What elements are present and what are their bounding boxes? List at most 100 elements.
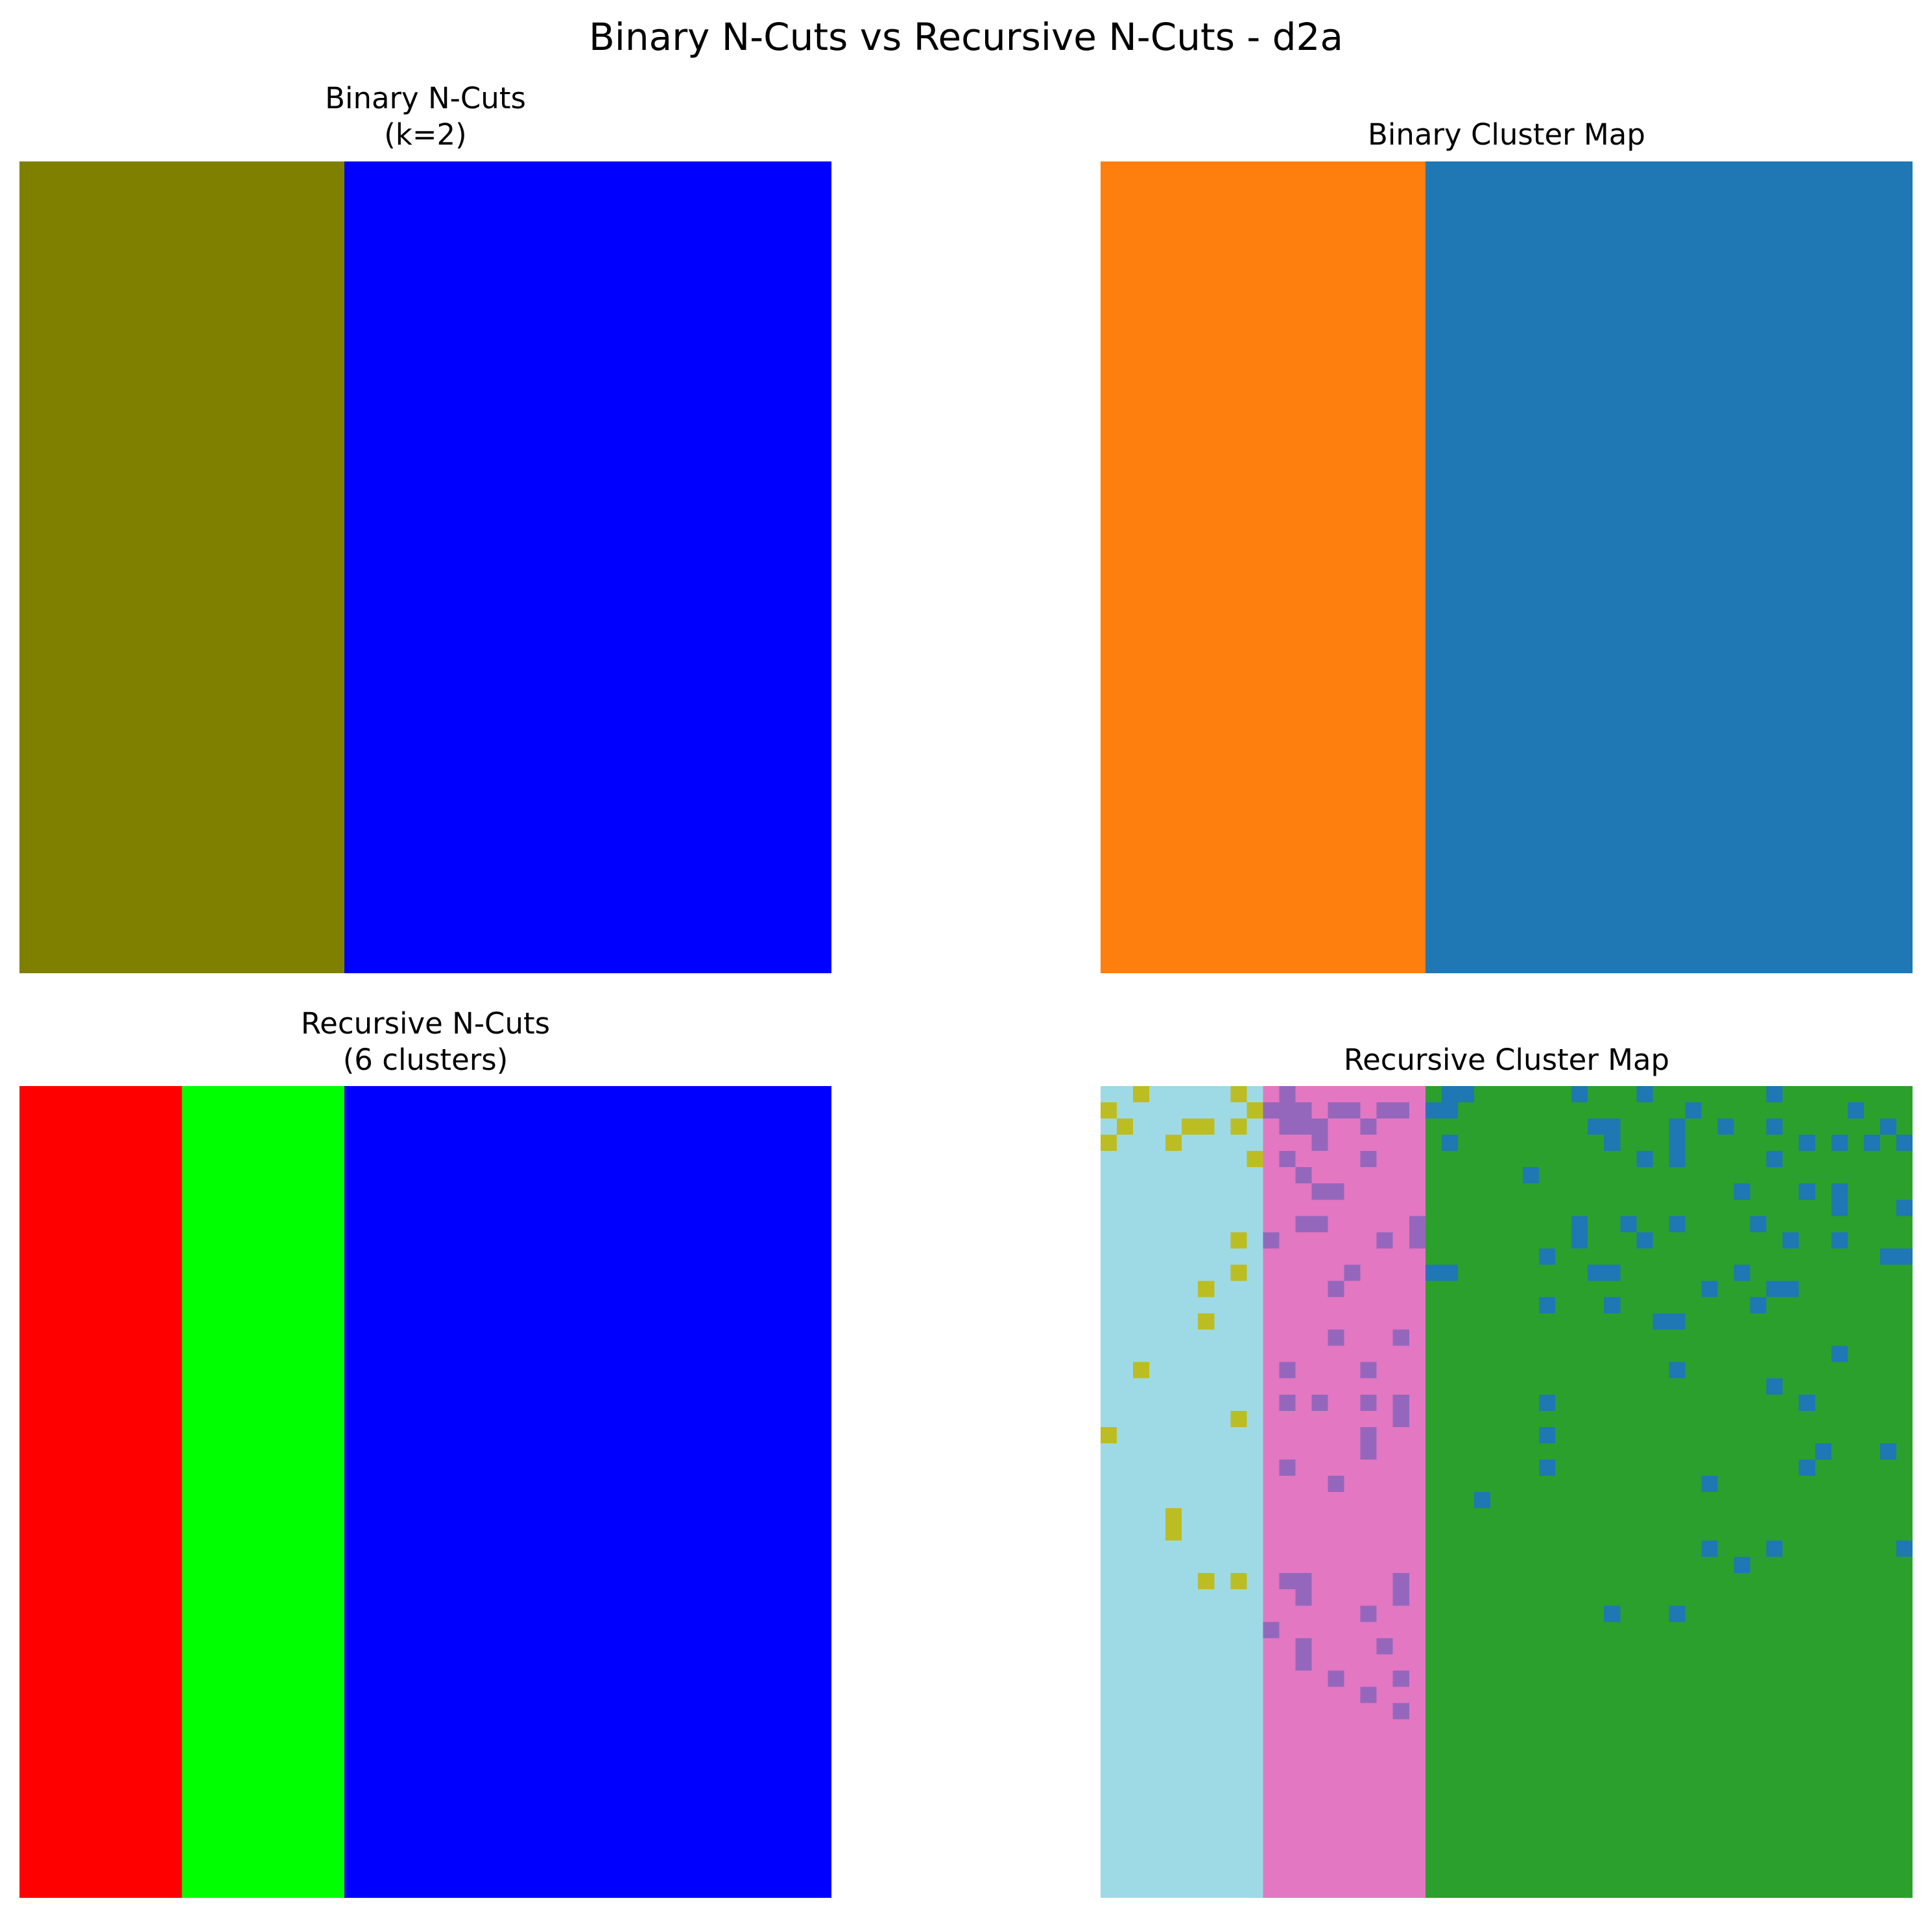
speckle-cell-middle — [1360, 1394, 1377, 1411]
speckle-cell-right — [1571, 1232, 1588, 1249]
speckle-cell-right — [1636, 1232, 1653, 1249]
speckle-cell-left — [1198, 1573, 1215, 1590]
panel-title-line1: Binary N-Cuts — [325, 81, 526, 115]
speckle-cell-right — [1669, 1135, 1686, 1152]
speckle-cell-middle — [1328, 1475, 1344, 1492]
speckle-cell-middle — [1360, 1362, 1377, 1378]
speckle-cell-right — [1734, 1264, 1750, 1281]
speckle-cell-middle — [1376, 1102, 1393, 1119]
speckle-cell-middle — [1295, 1654, 1312, 1671]
speckle-cell-middle — [1295, 1573, 1312, 1590]
speckle-cell-right — [1604, 1264, 1621, 1281]
speckle-cell-right — [1798, 1183, 1815, 1200]
panel-title-line1: Recursive N-Cuts — [300, 1006, 551, 1041]
speckle-cell-middle — [1328, 1102, 1344, 1119]
speckle-cell-right — [1766, 1086, 1783, 1103]
speckle-cell-right — [1571, 1086, 1588, 1103]
speckle-cell-middle — [1344, 1264, 1361, 1281]
speckle-cell-middle — [1263, 1102, 1280, 1119]
speckle-cell-middle — [1295, 1638, 1312, 1655]
speckle-cell-right — [1798, 1394, 1815, 1411]
cluster-band-2 — [182, 1086, 344, 1898]
speckle-cell-middle — [1360, 1605, 1377, 1622]
speckle-cell-middle — [1392, 1670, 1409, 1687]
speckle-cell-right — [1782, 1232, 1799, 1249]
speckle-cell-middle — [1279, 1151, 1296, 1168]
panel-title-line2: (k=2) — [384, 117, 467, 152]
speckle-cell-right — [1457, 1086, 1474, 1103]
speckle-cell-right — [1669, 1151, 1686, 1168]
speckle-cell-right — [1604, 1605, 1621, 1622]
speckle-cell-left — [1198, 1118, 1215, 1135]
speckle-cell-right — [1701, 1541, 1718, 1557]
speckle-cell-middle — [1344, 1102, 1361, 1119]
speckle-cell-right — [1473, 1492, 1490, 1509]
speckle-cell-middle — [1360, 1686, 1377, 1703]
speckle-cell-middle — [1311, 1135, 1328, 1152]
speckle-cell-middle — [1279, 1573, 1296, 1590]
speckle-cell-left — [1246, 1151, 1263, 1168]
speckle-cell-middle — [1328, 1183, 1344, 1200]
speckle-cell-middle — [1409, 1216, 1425, 1233]
speckle-cell-middle — [1360, 1151, 1377, 1168]
speckle-cell-right — [1798, 1459, 1815, 1476]
speckle-cell-right — [1766, 1378, 1783, 1395]
speckle-cell-right — [1847, 1102, 1864, 1119]
speckle-cell-right — [1831, 1200, 1848, 1216]
speckle-cell-middle — [1311, 1183, 1328, 1200]
speckle-cell-right — [1441, 1086, 1458, 1103]
speckle-cell-right — [1766, 1151, 1783, 1168]
speckle-cell-right — [1441, 1102, 1458, 1119]
speckle-cell-middle — [1295, 1102, 1312, 1119]
speckle-cell-middle — [1311, 1394, 1328, 1411]
speckle-cell-left — [1182, 1118, 1199, 1135]
speckle-cell-right — [1652, 1313, 1669, 1330]
speckle-cell-middle — [1311, 1216, 1328, 1233]
cluster-band-1 — [19, 161, 344, 973]
speckle-cell-middle — [1409, 1232, 1425, 1249]
speckle-cell-middle — [1279, 1118, 1296, 1135]
speckle-cell-right — [1879, 1118, 1896, 1135]
speckle-cell-left — [1230, 1118, 1247, 1135]
speckle-cell-right — [1620, 1216, 1637, 1233]
speckle-cell-right — [1539, 1248, 1556, 1265]
cluster-band-2 — [1425, 161, 1913, 973]
speckle-cell-middle — [1392, 1329, 1409, 1346]
speckle-cell-middle — [1279, 1394, 1296, 1411]
speckle-cell-right — [1831, 1232, 1848, 1249]
speckle-cell-left — [1101, 1135, 1117, 1152]
speckle-cell-right — [1669, 1313, 1686, 1330]
speckle-cell-left — [1165, 1524, 1182, 1541]
speckle-cell-right — [1896, 1200, 1913, 1216]
speckle-cell-right — [1798, 1135, 1815, 1152]
speckle-cell-middle — [1392, 1703, 1409, 1720]
speckle-cell-left — [1246, 1102, 1263, 1119]
speckle-cell-right — [1669, 1216, 1686, 1233]
cluster-band-3 — [344, 1086, 831, 1898]
speckle-cell-left — [1165, 1508, 1182, 1525]
speckle-cell-left — [1101, 1426, 1117, 1443]
speckle-cell-right — [1539, 1297, 1556, 1314]
speckle-cell-middle — [1392, 1394, 1409, 1411]
speckle-cell-right — [1782, 1281, 1799, 1297]
speckle-cell-right — [1815, 1443, 1831, 1460]
speckle-cell-right — [1896, 1248, 1913, 1265]
speckle-cell-middle — [1279, 1362, 1296, 1378]
speckle-cell-right — [1539, 1394, 1556, 1411]
speckle-cell-right — [1425, 1264, 1442, 1281]
speckle-cell-right — [1425, 1102, 1442, 1119]
speckle-cell-right — [1604, 1118, 1621, 1135]
speckle-cell-middle — [1392, 1102, 1409, 1119]
speckle-cell-left — [1230, 1264, 1247, 1281]
speckle-cell-right — [1750, 1216, 1767, 1233]
cluster-band-1 — [1101, 1086, 1263, 1898]
speckle-cell-middle — [1392, 1410, 1409, 1427]
speckle-cell-right — [1750, 1297, 1767, 1314]
speckle-cell-left — [1230, 1410, 1247, 1427]
binary-ncuts-image — [19, 161, 831, 973]
speckle-cell-left — [1133, 1086, 1150, 1103]
speckle-cell-right — [1831, 1345, 1848, 1362]
speckle-cell-middle — [1360, 1426, 1377, 1443]
speckle-cell-middle — [1328, 1281, 1344, 1297]
speckle-cell-middle — [1279, 1086, 1296, 1103]
